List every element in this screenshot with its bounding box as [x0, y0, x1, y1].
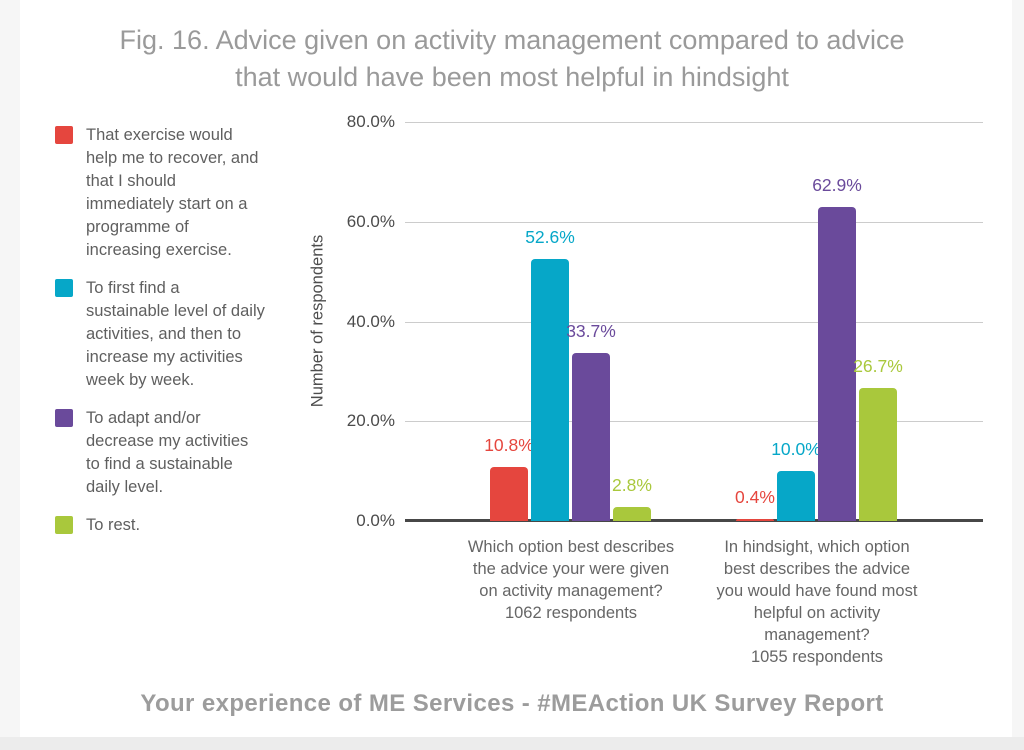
- x-category-label-0: Which option best describes the advice y…: [467, 538, 675, 622]
- legend-swatch-icon: [55, 279, 73, 297]
- gridline-40.0%: [405, 322, 983, 323]
- bar-value-label: 52.6%: [525, 227, 575, 247]
- chart-legend: That exercise would help me to recover, …: [55, 124, 285, 537]
- plot-area: 80.0% 60.0% 40.0% 20.0% 0.0% 10.8% 0.4% 52.6% 10…: [347, 112, 983, 666]
- legend-label: To first find a sustainable level of dai…: [86, 279, 265, 389]
- gridline-80.0%: [405, 122, 983, 123]
- bar-value-label: 2.8%: [612, 475, 652, 495]
- legend-label: That exercise would help me to recover, …: [86, 126, 259, 259]
- y-tick-label: 60.0%: [346, 212, 395, 231]
- legend-swatch-icon: [55, 516, 73, 534]
- legend-item-0: That exercise would help me to recover, …: [55, 124, 285, 262]
- legend-item-2: To adapt and/or decrease my activities t…: [55, 407, 285, 499]
- legend-item-1: To first find a sustainable level of dai…: [55, 277, 285, 392]
- page-margin-right: [1012, 0, 1024, 750]
- bar-value-label: 62.9%: [812, 175, 862, 195]
- bar-value-label: 33.7%: [566, 321, 616, 341]
- legend-label: To rest.: [86, 516, 141, 534]
- y-tick-label: 0.0%: [356, 511, 395, 530]
- bar-value-label: 0.4%: [735, 487, 775, 507]
- bar-series2-group0: [572, 353, 610, 521]
- page-margin-bottom: [0, 737, 1024, 750]
- bar-value-label: 10.8%: [484, 435, 534, 455]
- bar-series0-group0: [490, 467, 528, 521]
- legend-swatch-icon: [55, 409, 73, 427]
- x-category-label-1: In hindsight, which option best describe…: [716, 538, 918, 666]
- y-tick-label: 40.0%: [346, 312, 395, 331]
- bar-series3-group1: [859, 388, 897, 521]
- gridline-20.0%: [405, 421, 983, 422]
- bar-series1-group1: [777, 471, 815, 521]
- page-margin-left: [0, 0, 20, 750]
- bar-series0-group1: [736, 519, 774, 521]
- legend-swatch-icon: [55, 126, 73, 144]
- y-tick-label: 80.0%: [346, 112, 395, 131]
- legend-item-3: To rest.: [55, 514, 285, 537]
- bar-series3-group0: [613, 507, 651, 521]
- bar-series2-group1: [818, 207, 856, 521]
- x-axis-line: [405, 519, 983, 522]
- y-tick-label: 20.0%: [346, 411, 395, 430]
- bar-value-label: 26.7%: [853, 356, 903, 376]
- legend-label: To adapt and/or decrease my activities t…: [86, 409, 249, 496]
- figure-title: Fig. 16. Advice given on activity manage…: [119, 25, 905, 92]
- bar-value-label: 10.0%: [771, 439, 821, 459]
- report-footer: Your experience of ME Services - #MEActi…: [140, 690, 884, 717]
- gridline-60.0%: [405, 222, 983, 223]
- bar-series1-group0: [531, 259, 569, 521]
